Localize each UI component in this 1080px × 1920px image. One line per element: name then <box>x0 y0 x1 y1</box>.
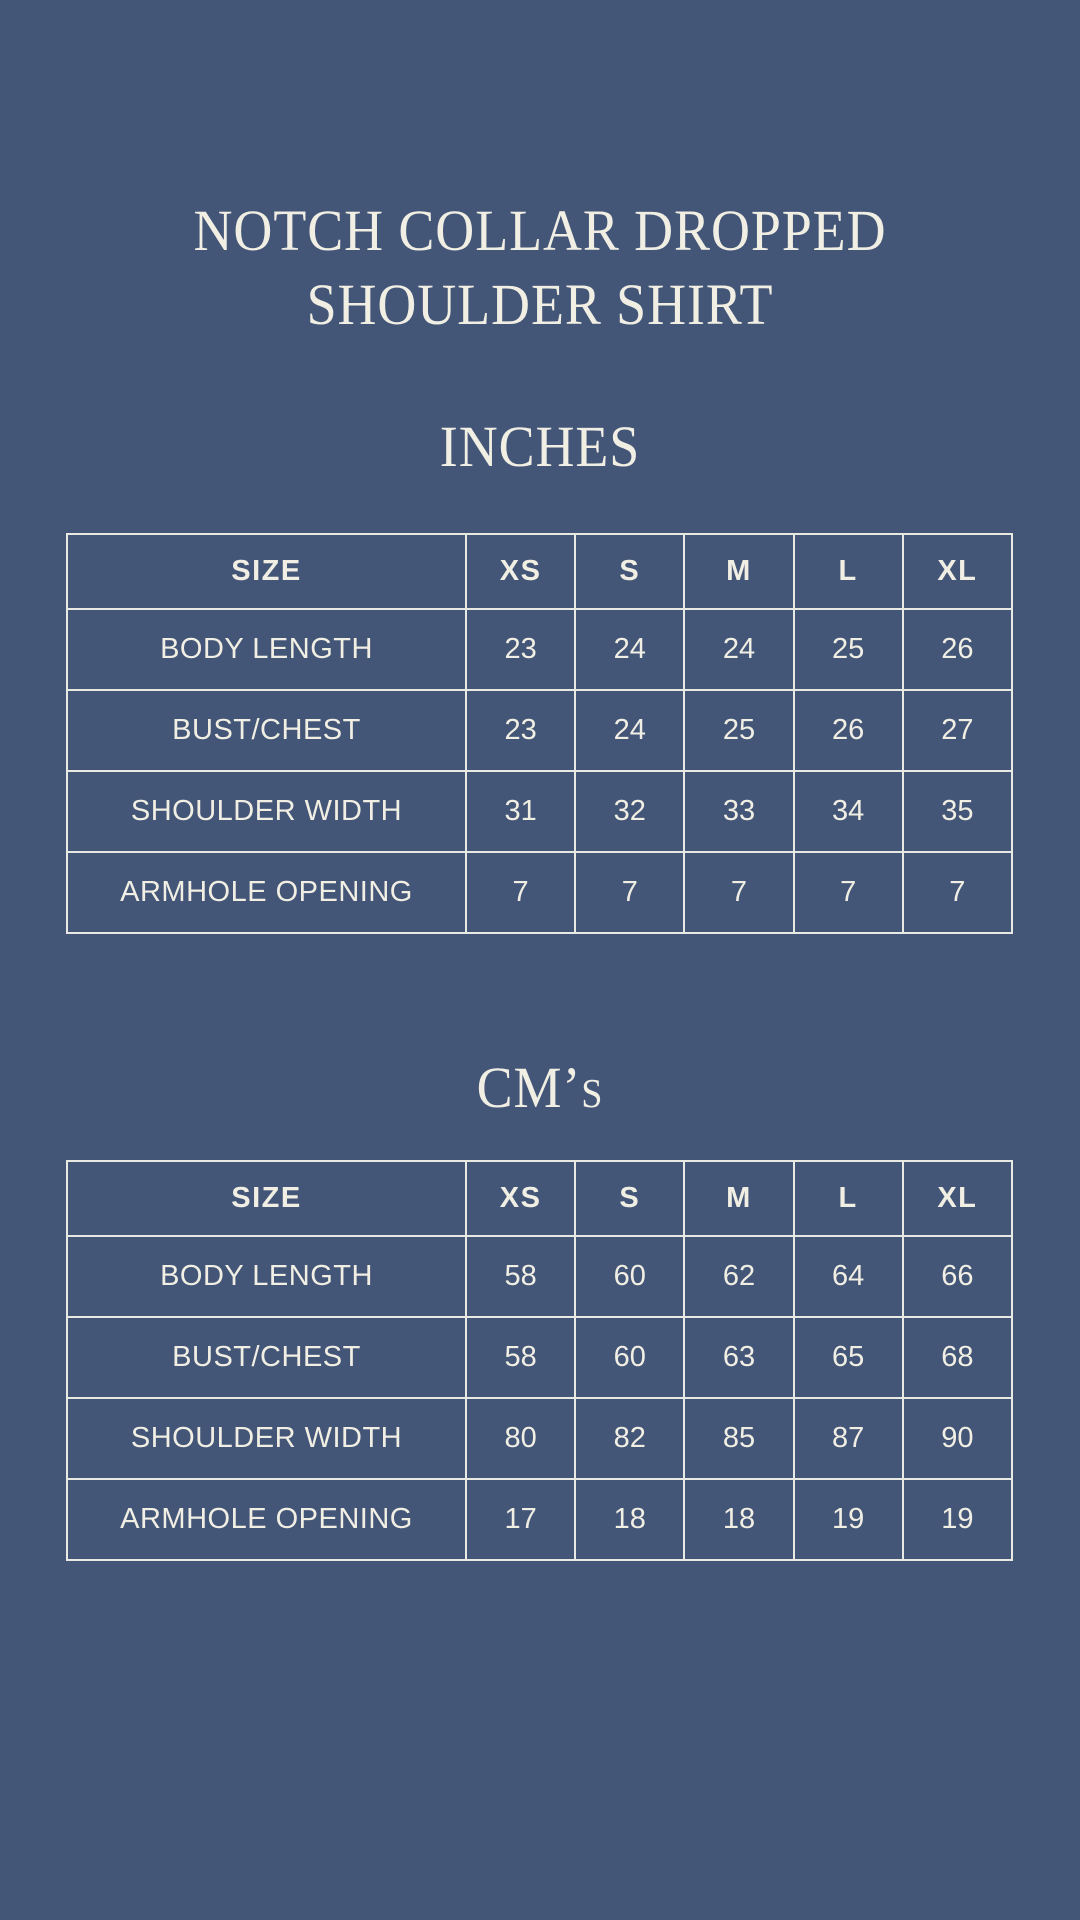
table-header-row: SIZE XS S M L XL <box>66 1160 1014 1237</box>
units-heading-inches: INCHES <box>439 414 641 479</box>
size-value-cell: 7 <box>574 851 686 934</box>
size-value-cell: 19 <box>901 1478 1014 1561</box>
size-value-cell: 18 <box>683 1478 795 1561</box>
size-value-cell: 33 <box>683 770 795 853</box>
column-header-xl: XL <box>901 1160 1014 1237</box>
size-table-inches: SIZE XS S M L XL BODY LENGTH 23 24 24 25… <box>66 533 1014 934</box>
row-label: BUST/CHEST <box>66 689 467 772</box>
column-header-m: M <box>683 533 795 610</box>
size-value-cell: 64 <box>792 1235 904 1318</box>
table-row: BODY LENGTH 58 60 62 64 66 <box>66 1235 1014 1318</box>
column-header-xl: XL <box>901 533 1014 610</box>
row-label: BUST/CHEST <box>66 1316 467 1399</box>
units-heading-cms: CM’s <box>476 1055 604 1120</box>
page-title: NOTCH COLLAR DROPPED SHOULDER SHIRT <box>38 194 1042 342</box>
size-value-cell: 7 <box>464 851 577 934</box>
size-value-cell: 24 <box>574 608 686 691</box>
table-row: SHOULDER WIDTH 80 82 85 87 90 <box>66 1397 1014 1480</box>
column-header-size: SIZE <box>66 1160 467 1237</box>
size-value-cell: 7 <box>901 851 1014 934</box>
column-header-xs: XS <box>464 533 577 610</box>
size-value-cell: 85 <box>683 1397 795 1480</box>
table-row: BUST/CHEST 23 24 25 26 27 <box>66 689 1014 772</box>
size-value-cell: 24 <box>683 608 795 691</box>
size-value-cell: 68 <box>901 1316 1014 1399</box>
row-label: ARMHOLE OPENING <box>66 1478 467 1561</box>
size-value-cell: 24 <box>574 689 686 772</box>
size-value-cell: 27 <box>901 689 1014 772</box>
column-header-l: L <box>792 533 904 610</box>
table-row: SHOULDER WIDTH 31 32 33 34 35 <box>66 770 1014 853</box>
size-value-cell: 82 <box>574 1397 686 1480</box>
size-value-cell: 26 <box>901 608 1014 691</box>
size-value-cell: 62 <box>683 1235 795 1318</box>
size-value-cell: 19 <box>792 1478 904 1561</box>
size-table-cms: SIZE XS S M L XL BODY LENGTH 58 60 62 64… <box>66 1160 1014 1561</box>
size-value-cell: 23 <box>464 689 577 772</box>
size-value-cell: 7 <box>792 851 904 934</box>
size-value-cell: 7 <box>683 851 795 934</box>
column-header-s: S <box>574 1160 686 1237</box>
size-value-cell: 63 <box>683 1316 795 1399</box>
size-value-cell: 60 <box>574 1316 686 1399</box>
page-title-line2: SHOULDER SHIRT <box>306 272 774 337</box>
size-value-cell: 23 <box>464 608 577 691</box>
table-row: BUST/CHEST 58 60 63 65 68 <box>66 1316 1014 1399</box>
column-header-xs: XS <box>464 1160 577 1237</box>
row-label: ARMHOLE OPENING <box>66 851 467 934</box>
size-value-cell: 17 <box>464 1478 577 1561</box>
column-header-m: M <box>683 1160 795 1237</box>
size-value-cell: 87 <box>792 1397 904 1480</box>
row-label: SHOULDER WIDTH <box>66 1397 467 1480</box>
size-value-cell: 66 <box>901 1235 1014 1318</box>
table-header-row: SIZE XS S M L XL <box>66 533 1014 610</box>
size-value-cell: 60 <box>574 1235 686 1318</box>
size-value-cell: 31 <box>464 770 577 853</box>
size-value-cell: 58 <box>464 1235 577 1318</box>
table-row: ARMHOLE OPENING 7 7 7 7 7 <box>66 851 1014 934</box>
table-row: ARMHOLE OPENING 17 18 18 19 19 <box>66 1478 1014 1561</box>
size-value-cell: 18 <box>574 1478 686 1561</box>
row-label: BODY LENGTH <box>66 608 467 691</box>
size-value-cell: 80 <box>464 1397 577 1480</box>
size-value-cell: 25 <box>683 689 795 772</box>
row-label: BODY LENGTH <box>66 1235 467 1318</box>
size-value-cell: 32 <box>574 770 686 853</box>
size-value-cell: 90 <box>901 1397 1014 1480</box>
size-value-cell: 65 <box>792 1316 904 1399</box>
column-header-s: S <box>574 533 686 610</box>
table-row: BODY LENGTH 23 24 24 25 26 <box>66 608 1014 691</box>
page-title-line1: NOTCH COLLAR DROPPED <box>193 198 887 263</box>
size-value-cell: 26 <box>792 689 904 772</box>
size-value-cell: 34 <box>792 770 904 853</box>
column-header-l: L <box>792 1160 904 1237</box>
column-header-size: SIZE <box>66 533 467 610</box>
row-label: SHOULDER WIDTH <box>66 770 467 853</box>
size-value-cell: 35 <box>901 770 1014 853</box>
size-value-cell: 58 <box>464 1316 577 1399</box>
size-value-cell: 25 <box>792 608 904 691</box>
